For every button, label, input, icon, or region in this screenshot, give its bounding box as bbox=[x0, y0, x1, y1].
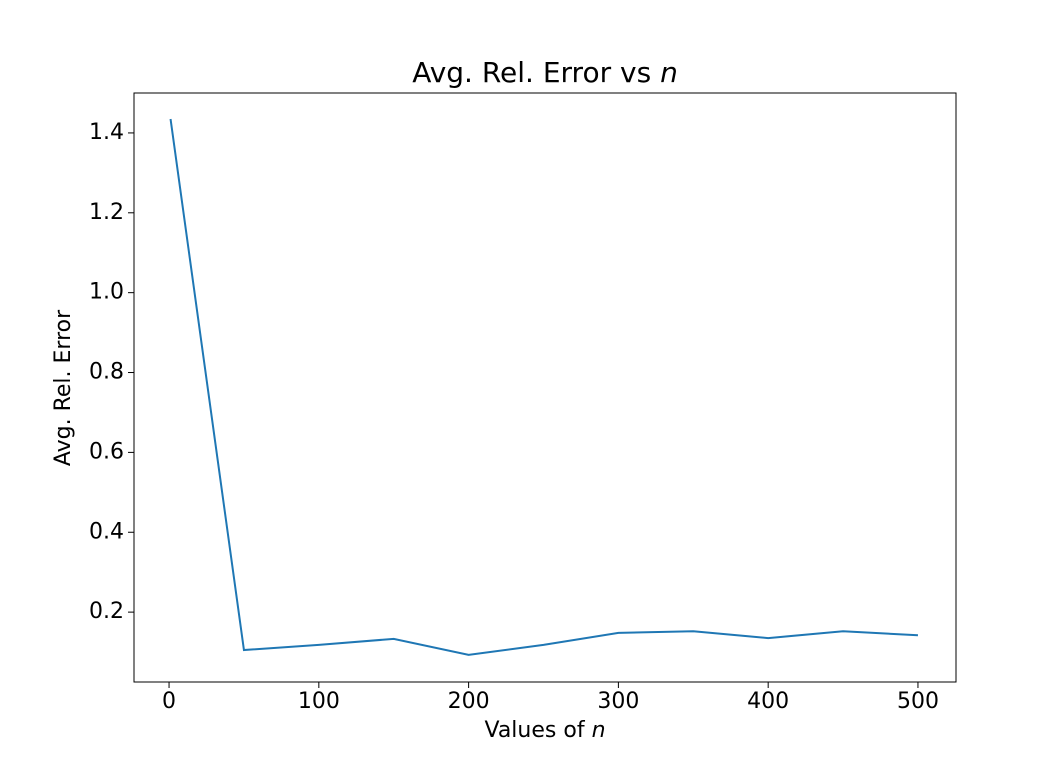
x-tick-label: 100 bbox=[298, 689, 340, 714]
x-tick-label: 500 bbox=[897, 689, 939, 714]
y-tick-label: 1.4 bbox=[89, 120, 124, 145]
x-tick-label: 400 bbox=[747, 689, 789, 714]
chart-title: Avg. Rel. Error vs n bbox=[412, 56, 678, 89]
plot-frame bbox=[133, 92, 957, 683]
x-tick-label: 0 bbox=[162, 689, 176, 714]
y-axis-label: Avg. Rel. Error bbox=[51, 309, 76, 466]
y-tick-label: 0.8 bbox=[89, 360, 124, 385]
y-tick-label: 0.4 bbox=[89, 519, 124, 544]
y-tick-label: 1.2 bbox=[89, 200, 124, 225]
x-tick-label: 200 bbox=[448, 689, 490, 714]
y-tick-label: 0.2 bbox=[89, 599, 124, 624]
y-tick-label: 1.0 bbox=[89, 280, 124, 305]
line-series bbox=[169, 118, 919, 656]
y-tick-label: 0.6 bbox=[89, 439, 124, 464]
x-tick-label: 300 bbox=[597, 689, 639, 714]
x-axis-label: Values of n bbox=[484, 718, 605, 743]
